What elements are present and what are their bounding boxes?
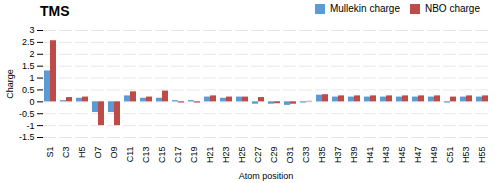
svg-text:2.5: 2.5: [22, 37, 35, 47]
svg-text:H55: H55: [477, 147, 487, 164]
svg-text:C15: C15: [157, 147, 167, 164]
html-text:Mullekin charge: Mullekin charge: [329, 3, 400, 14]
svg-text:C17: C17: [173, 147, 183, 164]
svg-text:-0.5: -0.5: [19, 109, 35, 119]
svg-text:H45: H45: [397, 147, 407, 164]
svg-text:S1: S1: [45, 147, 55, 158]
svg-text:C3: C3: [61, 147, 71, 159]
svg-text:-1.5: -1.5: [19, 132, 35, 142]
html-text:TMS: TMS: [40, 3, 70, 19]
svg-text:C29: C29: [269, 147, 279, 164]
svg-text:H25: H25: [237, 147, 247, 164]
svg-text:C19: C19: [189, 147, 199, 164]
svg-text:Charge: Charge: [5, 69, 15, 99]
svg-text:H35: H35: [317, 147, 327, 164]
svg-text:H47: H47: [413, 147, 423, 164]
svg-text:H49: H49: [429, 147, 439, 164]
svg-text:C33: C33: [301, 147, 311, 164]
svg-text:0: 0: [29, 97, 34, 107]
svg-text:H39: H39: [349, 147, 359, 164]
svg-text:3: 3: [29, 25, 34, 35]
svg-text:C51: C51: [445, 147, 455, 164]
svg-text:H43: H43: [381, 147, 391, 164]
svg-text:O31: O31: [285, 147, 295, 164]
svg-text:H41: H41: [365, 147, 375, 164]
svg-text:O9: O9: [109, 147, 119, 159]
svg-text:O7: O7: [93, 147, 103, 159]
svg-text:H53: H53: [461, 147, 471, 164]
svg-text:H5: H5: [77, 147, 87, 159]
svg-text:1: 1: [29, 73, 34, 83]
svg-text:1.5: 1.5: [22, 61, 35, 71]
svg-text:Atom position: Atom position: [239, 171, 294, 181]
svg-text:2: 2: [29, 49, 34, 59]
svg-text:H23: H23: [221, 147, 231, 164]
html-text:NBO charge: NBO charge: [425, 3, 480, 14]
svg-text:H37: H37: [333, 147, 343, 164]
svg-text:C27: C27: [253, 147, 263, 164]
svg-text:0.5: 0.5: [22, 85, 35, 95]
svg-text:-1: -1: [26, 120, 34, 130]
svg-text:H21: H21: [205, 147, 215, 164]
svg-text:C13: C13: [141, 147, 151, 164]
svg-text:C11: C11: [125, 147, 135, 163]
